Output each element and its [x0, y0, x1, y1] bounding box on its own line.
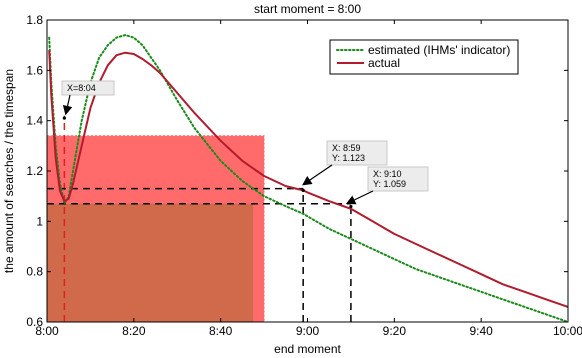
x-tick-label: 9:00	[296, 324, 320, 338]
data-tip-text: Y: 1.123	[332, 153, 365, 163]
legend: estimated (IHMs' indicator)actual	[329, 39, 519, 75]
data-tip-point	[301, 188, 305, 192]
y-tick-label: 1.8	[26, 13, 43, 27]
data-tip-box	[326, 140, 388, 166]
data-tip-3: X: 9:10Y: 1.059	[345, 166, 429, 209]
y-axis-label: the amount of searches / the timespan	[2, 69, 16, 273]
series-line-estimated	[48, 34, 569, 323]
data-tip-arrow	[62, 94, 73, 116]
data-tip-point	[62, 116, 66, 120]
y-tick-label: 0.8	[26, 265, 43, 279]
data-tip-text: X: 9:10	[373, 169, 402, 179]
data-tip-box	[367, 166, 429, 192]
series-line-actual	[48, 50, 569, 308]
y-tick-label: 1.2	[26, 164, 43, 178]
shaded-region-2	[47, 203, 254, 322]
data-tip-arrow	[302, 164, 333, 186]
data-tip-text: X=8:04	[67, 83, 96, 93]
x-tick-label: 8:00	[35, 324, 59, 338]
x-axis-label: end moment	[274, 342, 341, 356]
legend-label-actual: actual	[368, 56, 400, 70]
x-tick-label: 8:40	[209, 324, 233, 338]
x-tick-label: 9:40	[469, 324, 493, 338]
data-tip-text: Y: 1.059	[373, 179, 406, 189]
data-tip-arrow	[345, 190, 374, 205]
y-tick-label: 0.6	[26, 315, 43, 329]
data-tip-text: X: 8:59	[332, 143, 361, 153]
y-tick-label: 1.6	[26, 63, 43, 77]
legend-box	[329, 39, 519, 75]
data-tip-1: X=8:04	[61, 80, 115, 120]
data-tip-point	[349, 204, 353, 209]
data-tip-box	[61, 80, 115, 96]
y-tick-label: 1.4	[26, 114, 43, 128]
y-tick-label: 1	[36, 214, 43, 228]
x-tick-label: 10:00	[553, 324, 582, 338]
x-tick-label: 9:20	[383, 324, 407, 338]
data-tip-2: X: 8:59Y: 1.123	[301, 140, 388, 192]
legend-label-estimated: estimated (IHMs' indicator)	[368, 43, 510, 57]
chart-title: start moment = 8:00	[254, 2, 361, 16]
x-tick-label: 8:20	[122, 324, 146, 338]
